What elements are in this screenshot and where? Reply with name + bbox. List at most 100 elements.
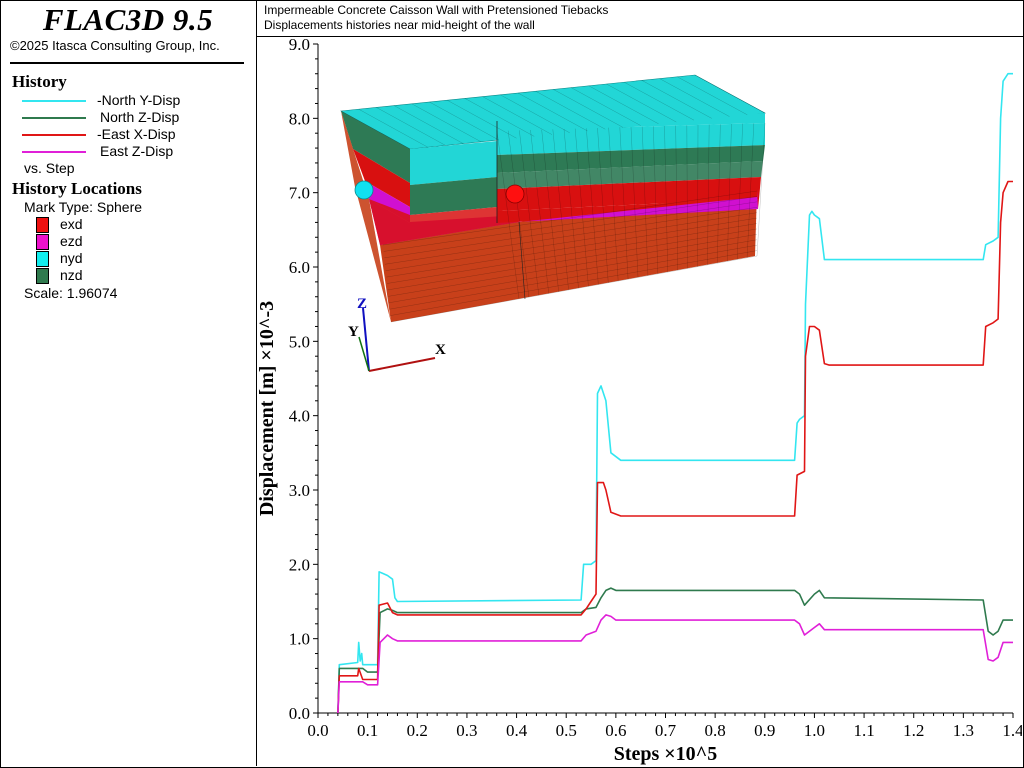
mesh-line-v: [619, 127, 629, 280]
plot-subtitle: Displacements histories near mid-height …: [264, 18, 535, 32]
history-locations-title: History Locations: [12, 179, 142, 198]
axis-x-label: X: [435, 342, 446, 358]
mesh-line-top: [535, 90, 606, 130]
mesh-line-h: [387, 228, 758, 291]
mesh-line-top: [588, 85, 659, 125]
series-line-0: [337, 72, 1013, 714]
history-title: History: [12, 72, 67, 91]
mark-type-label: Mark Type: Sphere: [24, 199, 143, 215]
mesh-line-v: [736, 123, 743, 260]
mesh-line-top: [659, 78, 730, 117]
model-top-strip: [497, 113, 765, 131]
swatch-label-ezd: ezd: [60, 233, 83, 249]
chart-series: [337, 72, 1013, 714]
legend-label: North Z-Disp: [100, 109, 180, 125]
mesh-line-v: [507, 130, 530, 298]
x-tick-label: 0.0: [307, 721, 328, 740]
model-front-green: [497, 145, 765, 173]
y-axis-title: Displacement [m] ×10^-3: [257, 301, 278, 516]
swatch-label-exd: exd: [60, 216, 83, 232]
mesh-line-v: [746, 123, 755, 258]
y-tick-label: 7.0: [289, 184, 310, 203]
mesh-line-h: [390, 250, 758, 316]
axis-y-label: Y: [348, 324, 359, 340]
x-tick-label: 0.2: [407, 721, 428, 740]
legend-line: [22, 117, 86, 119]
mesh-line-top: [624, 81, 695, 121]
x-tick-label: 0.7: [655, 721, 677, 740]
plot-header: Impermeable Concrete Caisson Wall with P…: [257, 0, 1023, 37]
mesh-line-v: [727, 123, 732, 262]
mesh-line-v: [664, 125, 668, 273]
mesh-line-v: [675, 125, 678, 271]
mesh-line-top: [358, 108, 428, 148]
history-marker-nyd: [354, 180, 374, 200]
model-wall-red: [369, 199, 519, 245]
mesh-line-top: [393, 105, 464, 144]
x-tick-label: 1.0: [804, 721, 825, 740]
mesh-line-v: [756, 122, 766, 257]
series-line-3: [337, 614, 1013, 714]
axis-y-line: [358, 336, 370, 372]
mesh-line-h: [384, 207, 758, 265]
mesh-line-v: [717, 124, 721, 264]
mesh-line-top: [553, 89, 624, 128]
y-tick-label: 0.0: [289, 704, 310, 723]
mesh-line-v: [608, 127, 619, 282]
mesh-line-top: [517, 92, 588, 132]
swatch-nzd: [36, 268, 49, 284]
y-tick-label: 1.0: [289, 630, 310, 649]
y-tick-label: 6.0: [289, 258, 310, 277]
model-front-green-2: [497, 161, 763, 189]
chart-axes: 0.0 1.0 2.0 3.0 4.0 5.0 6.0 7.0 8.0 9.0 0.0 0.1 0.2 0…: [257, 37, 1022, 765]
legend-panel: FLAC3D 9.5 ©2025 Itasca Consulting Group…: [0, 0, 257, 766]
mesh-line-h: [385, 212, 758, 271]
mesh-line-top: [340, 110, 411, 150]
mesh-line-top: [641, 80, 712, 119]
mesh-line-h: [384, 201, 758, 259]
mesh-line-v: [686, 125, 688, 269]
mesh-line-v: [574, 128, 589, 287]
x-tick-label: 1.2: [903, 721, 924, 740]
mesh-line-v: [707, 124, 710, 265]
y-tick-label: 2.0: [289, 555, 310, 574]
model-front-base: [380, 191, 757, 322]
swatch-exd: [36, 217, 49, 233]
model-left-red: [353, 149, 410, 207]
y-tick-label: 8.0: [289, 109, 310, 128]
mesh-line-v: [630, 126, 639, 278]
mesh-line-top: [677, 76, 748, 116]
model-left-edge: [341, 111, 391, 322]
axis-z-line: [362, 307, 370, 372]
y-tick-label: 9.0: [289, 37, 310, 54]
x-tick-label: 0.5: [556, 721, 577, 740]
mesh-line-top: [464, 98, 535, 137]
mesh-line-top: [447, 99, 517, 139]
history-marker-exd: [505, 184, 525, 204]
x-tick-label: 1.1: [853, 721, 874, 740]
model-wall-toe: [518, 221, 526, 300]
x-tick-label: 0.8: [705, 721, 726, 740]
mesh-line-h: [382, 190, 758, 246]
vs-step-label: vs. Step: [24, 160, 75, 176]
model-left-green: [341, 111, 410, 183]
model-mesh: [340, 74, 766, 323]
mesh-line-v: [586, 128, 599, 285]
mesh-line-v: [541, 129, 559, 292]
mesh-line-h: [389, 244, 758, 310]
mesh-line-v: [697, 124, 699, 267]
legend-line: [22, 134, 86, 136]
mesh-line-h: [388, 234, 758, 297]
mesh-line-h: [386, 217, 758, 278]
mesh-line-v: [519, 130, 540, 296]
x-tick-label: 0.6: [605, 721, 626, 740]
app-title: FLAC3D 9.5: [42, 2, 214, 37]
legend-label: -North Y-Disp: [97, 92, 181, 108]
model-front-top-right: [497, 123, 765, 155]
mesh-line-v: [552, 129, 569, 291]
scale-label: Scale: 1.96074: [24, 285, 118, 301]
x-tick-label: 0.9: [754, 721, 775, 740]
axis-x-line: [368, 357, 436, 372]
legend-line: [22, 151, 86, 153]
mesh-line-v: [563, 128, 579, 289]
